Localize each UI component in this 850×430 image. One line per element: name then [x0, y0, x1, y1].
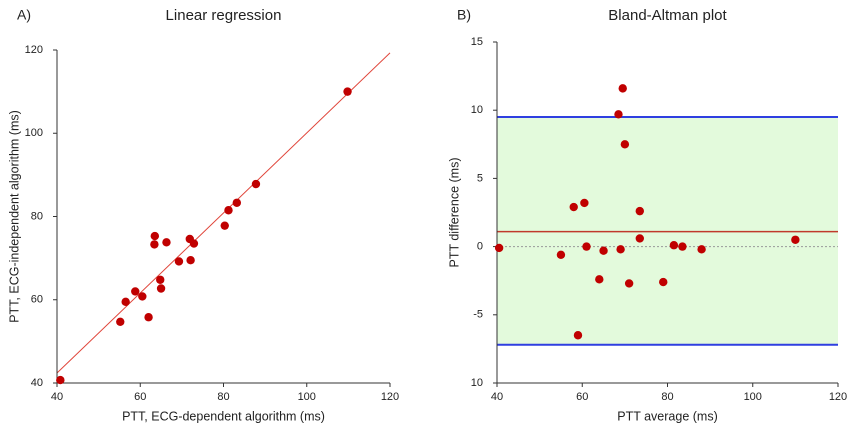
data-point: [624, 279, 634, 288]
data-point: [220, 221, 229, 230]
data-point: [186, 256, 195, 265]
data-point: [494, 243, 504, 253]
data-point: [618, 84, 627, 93]
data-point: [616, 245, 625, 254]
x-tick-label: 40: [51, 391, 63, 403]
data-point: [162, 238, 171, 247]
data-point: [595, 275, 604, 284]
y-tick-label: 10: [471, 377, 483, 389]
data-point: [697, 245, 706, 254]
data-point: [582, 242, 591, 251]
x-tick-label: 120: [829, 391, 847, 403]
data-point: [580, 198, 589, 208]
data-point: [599, 246, 608, 255]
y-tick-label: 120: [25, 44, 43, 56]
data-point: [343, 87, 352, 96]
data-point: [635, 234, 644, 243]
y-tick-label: 80: [31, 210, 43, 222]
data-point: [138, 292, 147, 301]
data-point: [131, 287, 140, 296]
data-point: [614, 110, 623, 119]
data-point: [189, 239, 199, 248]
panel-label: A): [17, 7, 31, 23]
chart-title: Linear regression: [166, 7, 282, 24]
data-point: [174, 257, 184, 266]
x-axis-label: PTT, ECG-dependent algorithm (ms): [122, 409, 325, 423]
y-tick-label: 15: [471, 36, 483, 48]
y-tick-label: 60: [31, 294, 43, 306]
x-tick-label: 60: [134, 391, 146, 403]
y-tick-label: -5: [473, 309, 483, 321]
data-point: [669, 241, 679, 250]
y-axis-label: PTT, ECG-independent algorithm (ms): [7, 110, 21, 323]
x-tick-label: 40: [491, 391, 503, 403]
data-point: [144, 313, 153, 322]
x-tick-label: 80: [661, 391, 673, 403]
x-axis-label: PTT average (ms): [617, 409, 718, 423]
data-point: [56, 375, 65, 385]
data-point: [156, 275, 165, 284]
data-point: [156, 284, 166, 293]
x-tick-label: 100: [744, 391, 762, 403]
data-point: [659, 277, 668, 287]
y-tick-label: 40: [31, 377, 43, 389]
data-point: [678, 242, 687, 251]
data-point: [116, 317, 125, 327]
data-point: [620, 140, 630, 149]
y-tick-label: 100: [25, 127, 43, 139]
data-point: [635, 206, 644, 216]
data-point: [224, 206, 233, 215]
data-point: [232, 198, 242, 207]
data-point: [569, 202, 578, 212]
chart-title: Bland-Altman plot: [608, 7, 727, 24]
data-point: [791, 235, 800, 244]
x-tick-label: 60: [576, 391, 588, 403]
data-point: [150, 240, 159, 249]
regression-line: [56, 52, 391, 374]
y-axis-label: PTT difference (ms): [447, 158, 461, 268]
panel-label: B): [457, 7, 471, 23]
data-point: [251, 179, 261, 189]
y-tick-label: 5: [477, 172, 483, 184]
x-tick-label: 80: [217, 391, 229, 403]
y-tick-label: 0: [477, 241, 483, 253]
data-point: [150, 231, 160, 241]
data-point: [556, 250, 566, 259]
data-point: [573, 331, 583, 340]
data-point: [121, 297, 130, 307]
y-tick-label: 10: [471, 104, 483, 116]
x-tick-label: 100: [298, 391, 316, 403]
x-tick-label: 120: [381, 391, 399, 403]
